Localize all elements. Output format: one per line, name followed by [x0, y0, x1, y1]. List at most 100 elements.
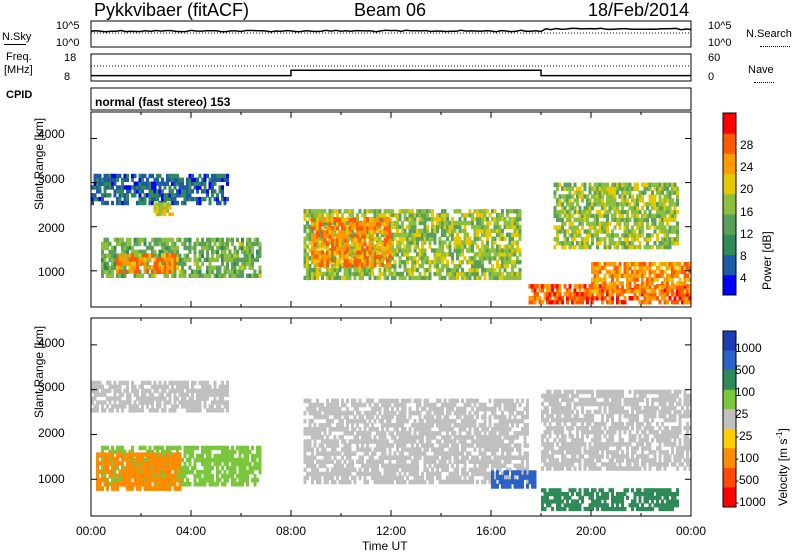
heatmap-cell: [316, 221, 319, 227]
heatmap-cell: [458, 228, 462, 234]
heatmap-cell: [396, 232, 399, 237]
heatmap-cell: [198, 400, 202, 405]
heatmap-cell: [221, 473, 224, 479]
heatmap-cell: [576, 198, 579, 203]
heatmap-cell: [156, 486, 159, 491]
heatmap-cell: [623, 198, 627, 203]
heatmap-cell: [488, 252, 492, 257]
heatmap-cell: [213, 241, 217, 247]
heatmap-cell: [226, 473, 229, 479]
heatmap-cell: [418, 228, 422, 234]
heatmap-cell: [493, 271, 497, 277]
heatmap-cell: [191, 465, 194, 471]
heatmap-cell: [333, 447, 337, 452]
heatmap-cell: [136, 253, 139, 259]
heatmap-cell: [198, 200, 202, 206]
heatmap-cell: [396, 406, 399, 412]
heatmap-cell: [381, 479, 384, 485]
heatmap-cell: [311, 213, 314, 218]
heatmap-cell: [368, 242, 372, 247]
heatmap-cell: [143, 457, 147, 463]
heatmap-cell: [393, 471, 397, 477]
heatmap-cell: [131, 456, 134, 462]
heatmap-cell: [568, 202, 572, 207]
heatmap-cell: [186, 408, 189, 413]
heatmap-cell: [201, 181, 204, 186]
heatmap-cell: [351, 398, 354, 404]
heatmap-cell: [466, 232, 469, 237]
heatmap-cell: [446, 267, 449, 273]
heatmap-cell: [126, 473, 129, 479]
heatmap-cell: [203, 257, 207, 263]
heatmap-cell: [383, 431, 387, 436]
heatmap-cell: [203, 449, 207, 455]
heatmap-cell: [308, 406, 312, 412]
heatmap-cell: [676, 269, 679, 275]
heatmap-cell: [683, 296, 687, 301]
heatmap-cell: [626, 244, 629, 250]
heatmap-cell: [326, 459, 329, 464]
heatmap-cell: [231, 473, 234, 479]
heatmap-cell: [126, 456, 129, 462]
heatmap-cell: [351, 248, 354, 253]
heatmap-cell: [658, 225, 662, 230]
heatmap-cell: [576, 186, 579, 191]
heatmap-cell: [221, 189, 224, 194]
heatmap-cell: [441, 275, 444, 281]
heatmap-cell: [121, 469, 124, 474]
heatmap-cell: [601, 213, 604, 219]
heatmap-cell: [231, 461, 234, 467]
heatmap-cell: [636, 237, 639, 242]
heatmap-cell: [601, 277, 604, 282]
heatmap-cell: [398, 271, 402, 277]
heatmap-cell: [381, 423, 384, 428]
heatmap-cell: [476, 220, 479, 226]
heatmap-cell: [563, 229, 567, 234]
heatmap-cell: [376, 242, 379, 247]
heatmap-cell: [581, 190, 584, 195]
heatmap-cell: [118, 449, 122, 455]
heatmap-cell: [213, 482, 217, 487]
heatmap-cell: [211, 181, 214, 186]
heatmap-cell: [356, 459, 359, 464]
heatmap-cell: [578, 194, 582, 199]
heatmap-cell: [211, 465, 214, 471]
heatmap-cell: [191, 273, 194, 278]
heatmap-cell: [373, 246, 377, 251]
heatmap-cell: [353, 242, 357, 247]
heatmap-cell: [648, 296, 652, 301]
heatmap-cell: [386, 475, 389, 481]
heatmap-cell: [643, 296, 647, 301]
heatmap-cell: [393, 402, 397, 408]
heatmap-cell: [311, 242, 314, 247]
heatmap-cell: [661, 217, 664, 222]
heatmap-cell: [398, 439, 402, 444]
heatmap-cell: [118, 196, 122, 202]
heatmap-cell: [456, 252, 459, 257]
heatmap-cell: [481, 216, 484, 222]
heatmap-cell: [136, 465, 139, 471]
heatmap-cell: [473, 240, 477, 245]
heatmap-cell: [143, 486, 147, 491]
heatmap-cell: [318, 414, 322, 420]
heatmap-cell: [518, 275, 522, 281]
heatmap-cell: [151, 460, 154, 466]
heatmap-cell: [183, 189, 187, 194]
heatmap-cell: [511, 264, 514, 269]
heatmap-cell: [223, 477, 227, 483]
heatmap-cell: [646, 292, 649, 297]
heatmap-cell: [553, 244, 557, 250]
heatmap-cell: [363, 475, 367, 481]
heatmap-cell: [568, 241, 572, 246]
heatmap-cell: [373, 406, 377, 412]
heatmap-cell: [336, 250, 339, 255]
heatmap-cell: [156, 181, 159, 186]
heatmap-cell: [331, 402, 334, 408]
heatmap-cell: [476, 213, 479, 218]
heatmap-cell: [161, 482, 164, 487]
heatmap-cell: [508, 240, 512, 245]
heatmap-cell: [306, 252, 309, 257]
heatmap-cell: [636, 217, 639, 222]
heatmap-cell: [603, 182, 607, 187]
heatmap-cell: [343, 228, 347, 234]
